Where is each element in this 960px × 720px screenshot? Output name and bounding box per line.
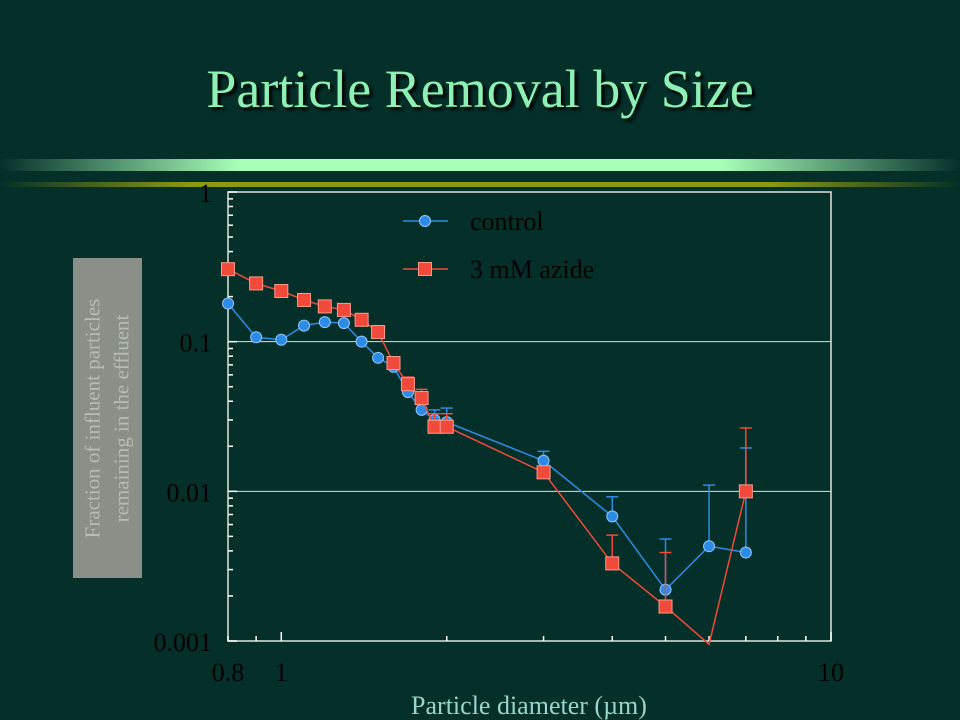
- y-tick-label: 0.01: [167, 478, 213, 507]
- data-point: [537, 454, 550, 467]
- legend-marker: [419, 215, 431, 227]
- legend-label: 3 mM azide: [470, 255, 594, 284]
- data-point: [427, 419, 442, 434]
- data-point: [606, 510, 619, 523]
- data-point: [400, 377, 415, 392]
- y-tick-label: 0.1: [180, 329, 213, 358]
- x-tick-label: 10: [818, 658, 844, 687]
- data-point: [221, 262, 235, 277]
- data-point: [658, 599, 673, 614]
- y-axis-label-box: Fraction of influent particles remaining…: [73, 258, 142, 578]
- data-point: [738, 484, 753, 499]
- legend-marker: [418, 262, 432, 276]
- data-point: [739, 546, 752, 559]
- data-point: [372, 351, 385, 364]
- series-azide: [221, 262, 753, 646]
- data-point: [337, 317, 350, 330]
- x-tick-label: 0.8: [212, 658, 245, 687]
- x-tick-label: 1: [275, 658, 288, 687]
- plot-frame: [227, 191, 832, 642]
- legend: control 3 mM azide: [403, 207, 594, 284]
- legend-label: control: [470, 207, 544, 236]
- data-point: [297, 292, 312, 307]
- data-point: [703, 540, 716, 553]
- data-point: [354, 312, 369, 327]
- series-line: [227, 302, 746, 591]
- data-point: [298, 319, 311, 332]
- y-tick-label: 1: [199, 179, 212, 208]
- data-point: [439, 419, 454, 434]
- y-tick-label: 0.001: [154, 628, 213, 657]
- data-point: [536, 465, 551, 480]
- data-point: [317, 299, 332, 314]
- x-axis-label: Particle diameter (µm): [411, 691, 647, 720]
- data-point: [386, 356, 401, 371]
- data-point: [371, 325, 386, 340]
- data-point: [250, 331, 263, 344]
- data-point: [249, 276, 264, 291]
- data-point: [355, 335, 368, 348]
- data-point: [274, 284, 289, 299]
- slide-title: Particle Removal by Size: [206, 59, 754, 119]
- data-point: [605, 556, 620, 571]
- data-point: [222, 297, 234, 310]
- data-point: [336, 302, 351, 317]
- data-point: [275, 333, 288, 346]
- data-point: [414, 391, 429, 406]
- data-point: [318, 316, 331, 329]
